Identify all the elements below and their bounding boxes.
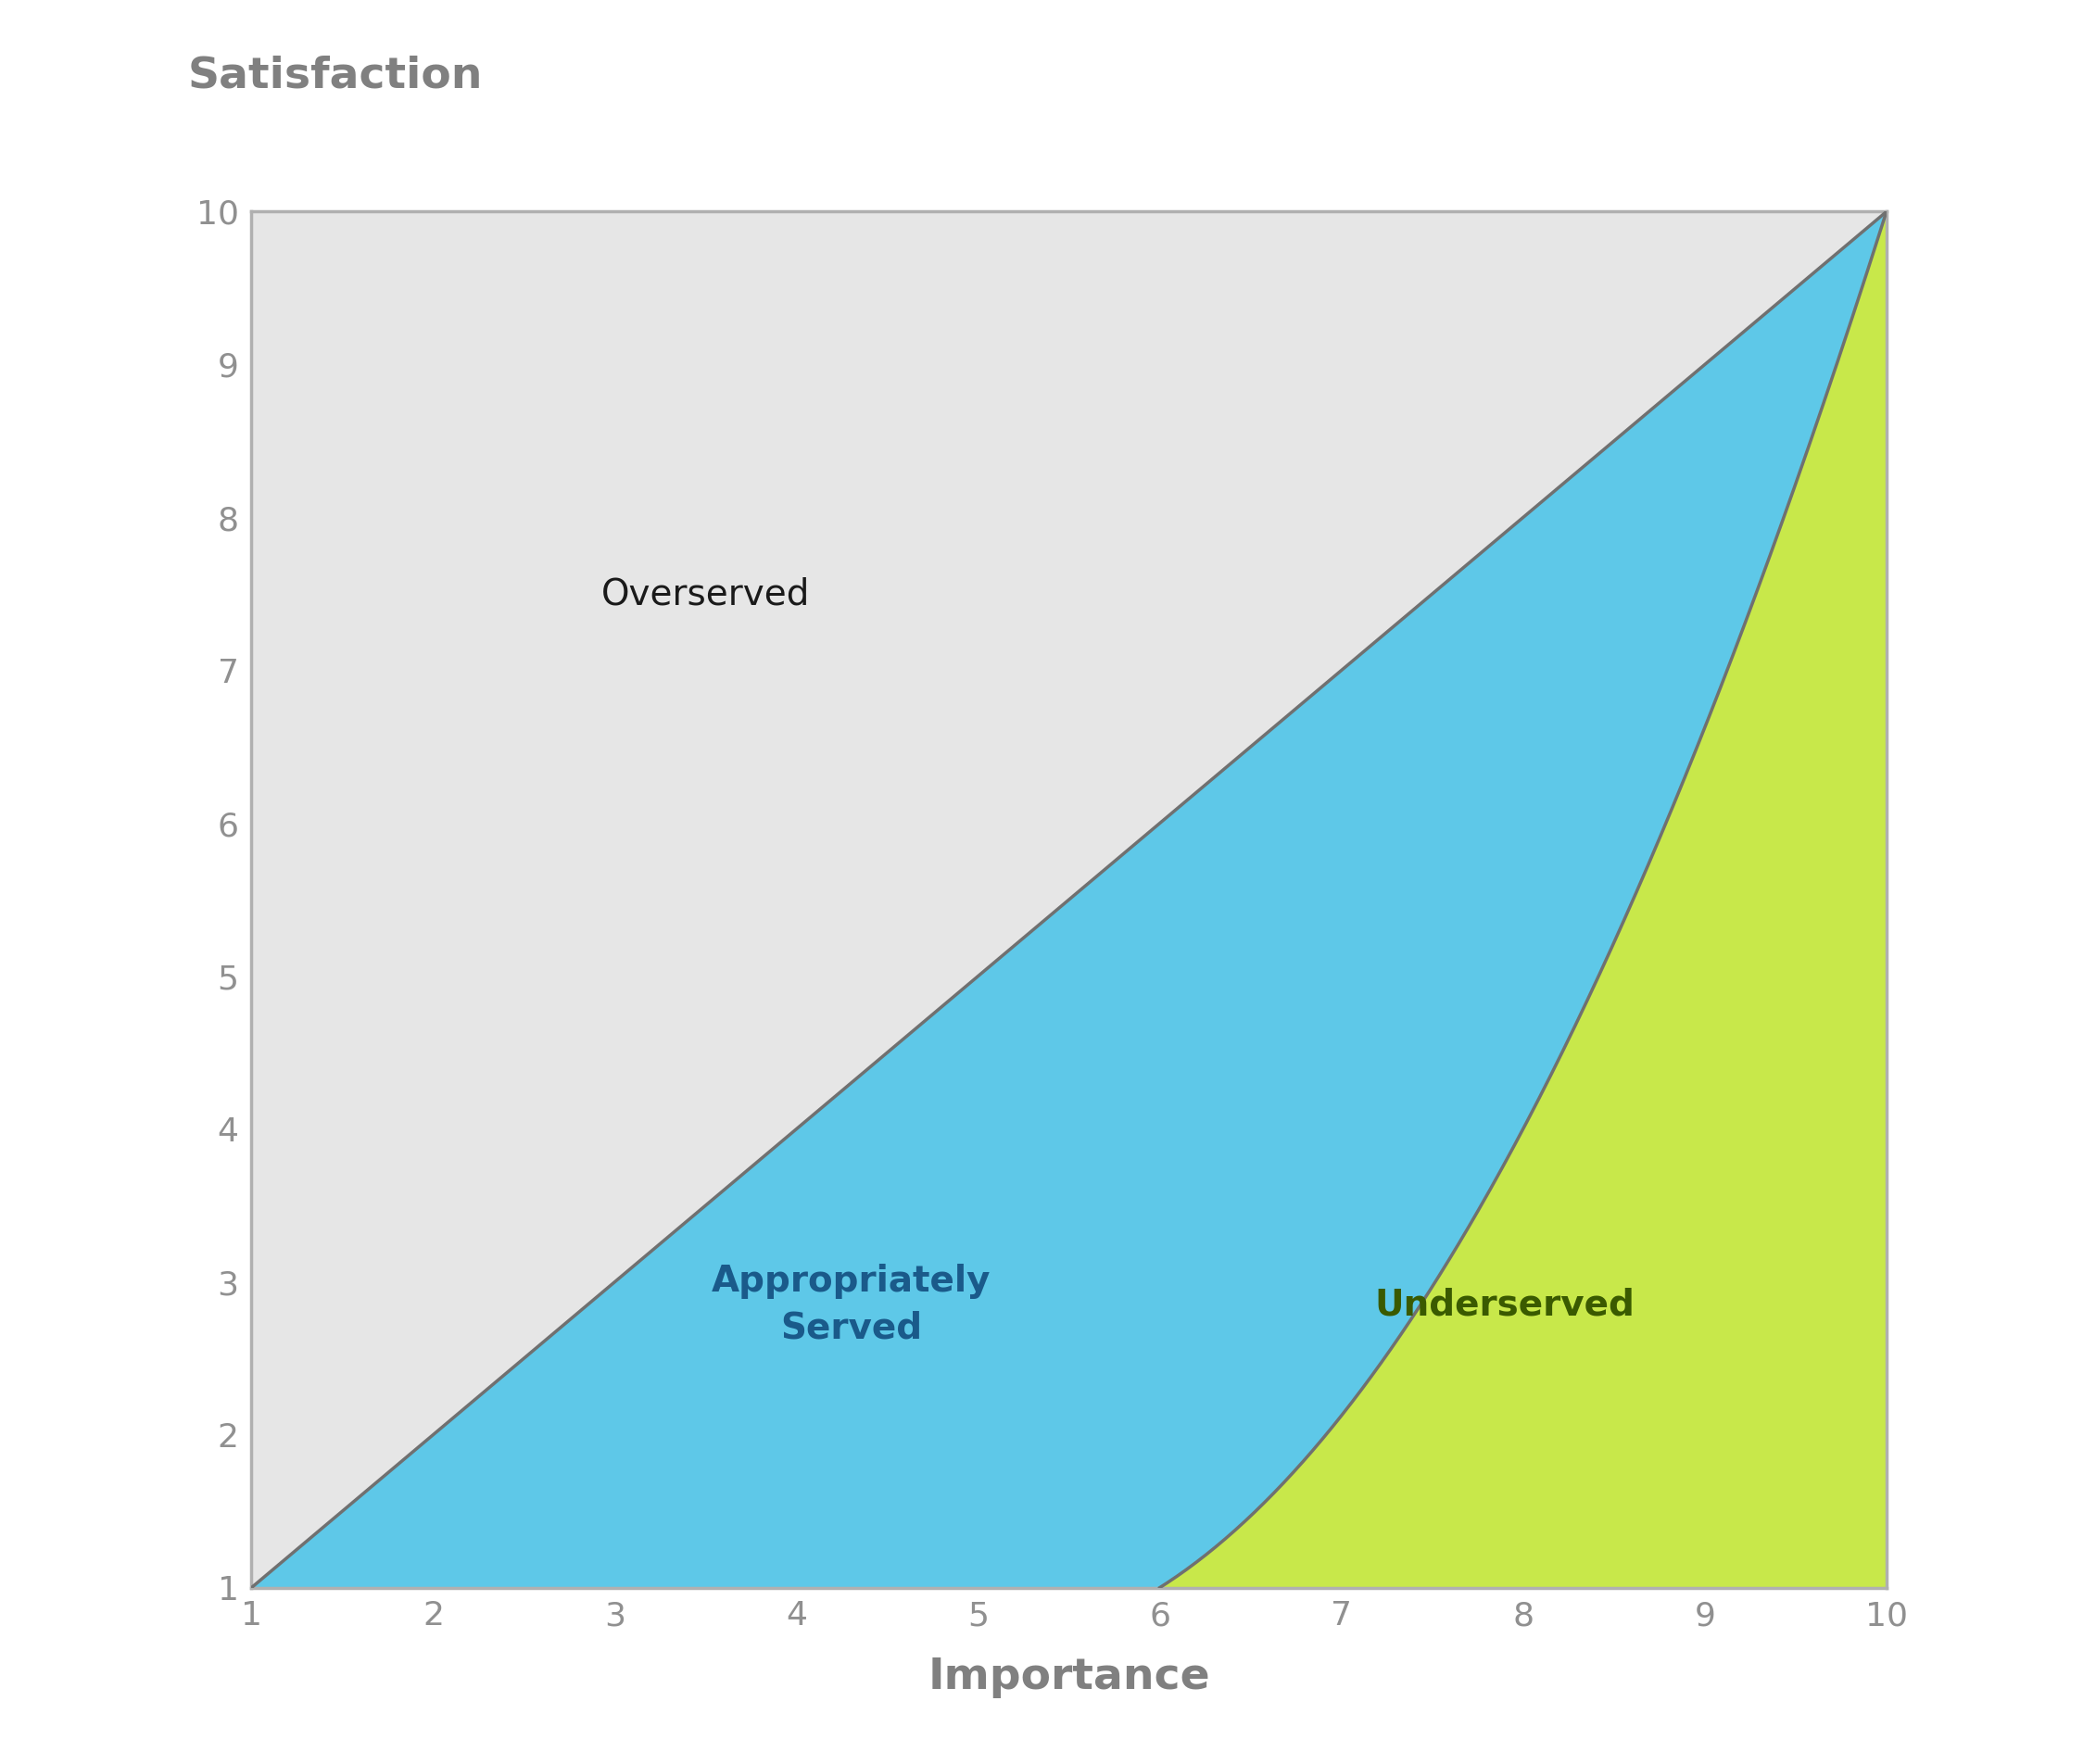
Text: Overserved: Overserved <box>602 577 809 612</box>
Text: Importance: Importance <box>929 1656 1209 1699</box>
Polygon shape <box>1159 212 1886 1588</box>
Text: Underserved: Underserved <box>1375 1288 1635 1323</box>
Polygon shape <box>252 212 1886 1588</box>
Polygon shape <box>252 212 1886 1588</box>
Text: Satisfaction: Satisfaction <box>189 55 482 97</box>
Text: Appropriately
Served: Appropriately Served <box>711 1265 991 1346</box>
